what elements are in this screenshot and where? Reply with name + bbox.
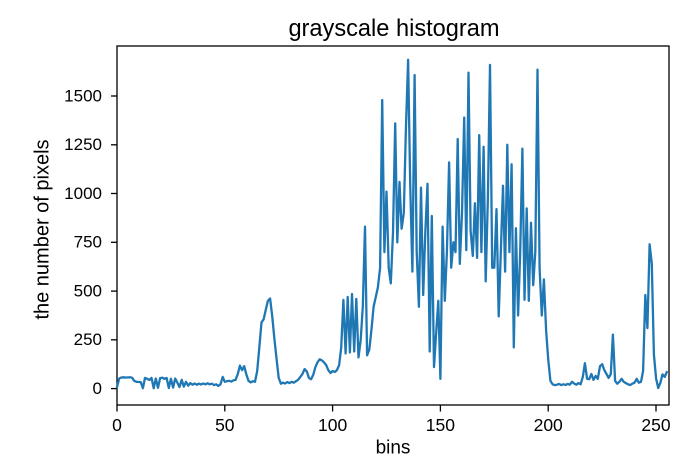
svg-text:250: 250: [641, 415, 670, 435]
svg-text:100: 100: [318, 415, 347, 435]
svg-text:50: 50: [215, 415, 235, 435]
svg-text:1000: 1000: [64, 184, 102, 203]
svg-text:1500: 1500: [64, 86, 102, 105]
svg-text:1250: 1250: [64, 135, 102, 154]
svg-text:150: 150: [426, 415, 455, 435]
svg-text:the number of pixels: the number of pixels: [32, 139, 54, 319]
svg-text:250: 250: [74, 330, 102, 349]
svg-text:0: 0: [112, 415, 122, 435]
svg-text:bins: bins: [376, 438, 411, 459]
svg-text:750: 750: [74, 233, 102, 252]
svg-text:grayscale histogram: grayscale histogram: [288, 16, 499, 42]
svg-text:0: 0: [93, 379, 102, 398]
svg-text:200: 200: [534, 415, 563, 435]
svg-text:500: 500: [74, 281, 102, 300]
